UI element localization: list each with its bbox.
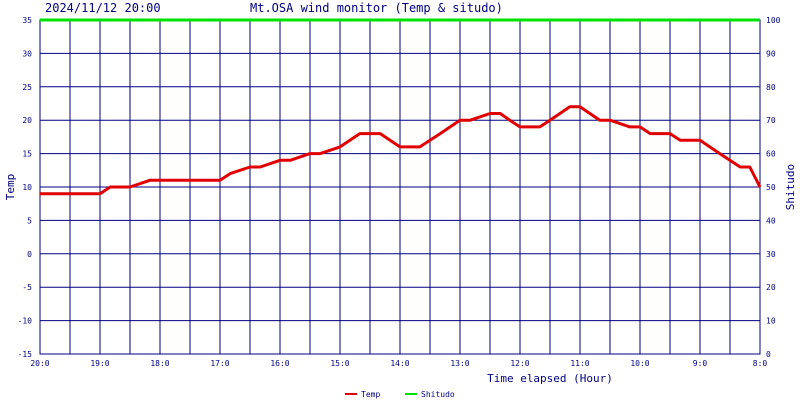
y-right-tick-label: 100 xyxy=(766,16,781,25)
left-axis-ticks: 35 30 25 20 15 10 5 0 -5 -10 -15 xyxy=(18,16,33,359)
y-left-tick-label: -10 xyxy=(18,317,33,326)
y-left-tick-label: 20 xyxy=(22,116,32,125)
x-axis-label: Time elapsed (Hour) xyxy=(487,372,613,385)
legend-label: Shitudo xyxy=(421,390,455,399)
y-right-tick-label: 80 xyxy=(766,83,776,92)
chart-timestamp: 2024/11/12 20:00 xyxy=(45,1,161,15)
y-left-tick-label: 0 xyxy=(27,250,32,259)
x-tick-label: 18:0 xyxy=(150,359,169,368)
x-tick-label: 12:0 xyxy=(510,359,529,368)
y-right-tick-label: 30 xyxy=(766,250,776,259)
x-tick-label: 17:0 xyxy=(210,359,229,368)
series-layer xyxy=(40,18,762,196)
legend-label: Temp xyxy=(361,390,380,399)
legend: Temp Shitudo xyxy=(345,390,455,399)
y-right-tick-label: 50 xyxy=(766,183,776,192)
y-right-tick-label: 90 xyxy=(766,49,776,58)
x-axis-ticks: 20:0 19:0 18:0 17:0 16:0 15:0 14:0 13:0 12:0 11:0… xyxy=(30,359,767,368)
y-left-tick-label: 30 xyxy=(22,49,32,58)
y-left-tick-label: 35 xyxy=(22,16,32,25)
y-right-tick-label: 70 xyxy=(766,116,776,125)
x-tick-label: 16:0 xyxy=(270,359,289,368)
y-right-tick-label: 10 xyxy=(766,317,776,326)
series-line-temp xyxy=(40,105,762,196)
x-tick-label: 13:0 xyxy=(450,359,469,368)
x-tick-label: 20:0 xyxy=(30,359,49,368)
y-right-tick-label: 20 xyxy=(766,283,776,292)
x-tick-label: 19:0 xyxy=(90,359,109,368)
y-axis-right-label: Shitudo xyxy=(784,164,797,210)
x-tick-label: 14:0 xyxy=(390,359,409,368)
y-right-tick-label: 60 xyxy=(766,150,776,159)
y-right-tick-label: 0 xyxy=(766,350,771,359)
y-left-tick-label: 15 xyxy=(22,150,32,159)
y-left-tick-label: 5 xyxy=(27,216,32,225)
x-tick-label: 11:0 xyxy=(570,359,589,368)
y-left-tick-label: 10 xyxy=(22,183,32,192)
x-tick-label: 15:0 xyxy=(330,359,349,368)
y-right-tick-label: 40 xyxy=(766,216,776,225)
x-tick-label: 10:0 xyxy=(630,359,649,368)
y-left-tick-label: 25 xyxy=(22,83,32,92)
y-axis-left-label: Temp xyxy=(4,174,17,201)
x-tick-label: 9:0 xyxy=(693,359,708,368)
chart-title: Mt.OSA wind monitor (Temp & situdo) xyxy=(250,1,503,15)
x-tick-label: 8:0 xyxy=(753,359,768,368)
y-left-tick-label: -5 xyxy=(22,283,32,292)
y-left-tick-label: -15 xyxy=(18,350,33,359)
